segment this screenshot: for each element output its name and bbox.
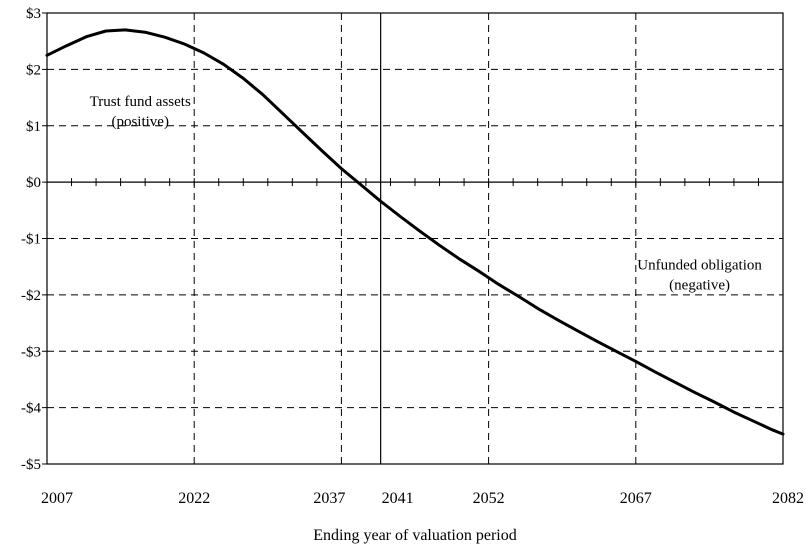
annotation-line: Trust fund assets [90, 94, 191, 110]
y-tick-label: -$1 [21, 232, 41, 248]
x-tick-label: 2052 [473, 490, 505, 507]
y-tick-label: $3 [26, 6, 41, 22]
annotation-1: Trust fund assets (positive) [90, 94, 191, 130]
annotation-line: Unfunded obligation [637, 258, 762, 274]
annotation-line: (negative) [669, 278, 730, 294]
x-tick-label: 2082 [772, 490, 804, 507]
x-tick-label: 2067 [620, 490, 652, 507]
x-tick-labels: 2007 2022 2037 2041 2052 2067 2082 [41, 490, 804, 507]
y-tick-labels: $3 $2 $1 $0 -$1 -$2 -$3 -$4 -$5 [21, 6, 41, 473]
y-tick-label: -$2 [21, 288, 41, 304]
axes-layer [42, 12, 784, 465]
series-layer [45, 28, 785, 436]
x-tick-label: 2022 [178, 490, 210, 507]
y-tick-label: -$3 [21, 344, 41, 360]
x-tick-label: 2037 [313, 490, 345, 507]
annotations: Trust fund assets (positive) Unfunded obli… [90, 94, 763, 293]
annotation-line: (positive) [111, 114, 169, 130]
annotation-2: Unfunded obligation (negative) [637, 258, 762, 294]
y-tick-label: -$4 [21, 401, 41, 417]
y-tick-label: -$5 [21, 457, 41, 473]
x-tick-label: 2041 [382, 490, 414, 507]
grid-layer [47, 13, 783, 464]
series-line-1 [45, 28, 785, 436]
y-tick-label: $0 [26, 175, 41, 191]
x-tick-label: 2007 [41, 490, 73, 507]
y-tick-label: $1 [26, 119, 41, 135]
y-tick-label: $2 [26, 62, 41, 78]
x-axis-label: Ending year of valuation period [313, 527, 517, 544]
